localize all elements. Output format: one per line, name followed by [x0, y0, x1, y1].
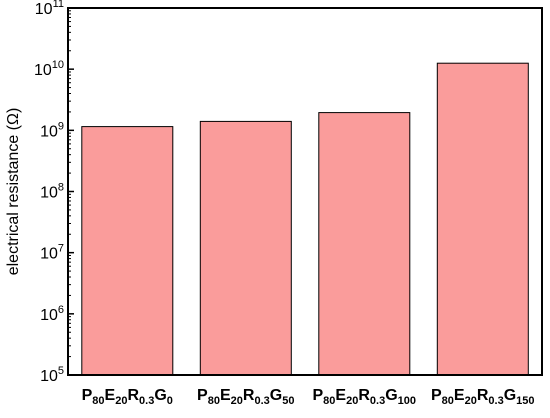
y-tick-label: 1011 [35, 0, 64, 18]
bar-1 [199, 120, 292, 376]
x-category-label: P80E20R0.3G50 [197, 387, 294, 407]
y-tick-label: 1010 [34, 59, 64, 79]
x-category-label: P80E20R0.3G150 [431, 387, 535, 407]
y-tick-label: 109 [40, 120, 64, 140]
y-tick-label: 107 [40, 243, 64, 263]
x-category-label: P80E20R0.3G100 [312, 387, 416, 407]
y-tick-label: 105 [40, 365, 64, 385]
bar-0 [81, 126, 174, 376]
y-tick-label: 106 [40, 304, 64, 324]
y-tick-label: 108 [40, 182, 64, 202]
y-axis-ticks: 105 106 107 108 109 1010 1011 [34, 0, 74, 385]
bars-group [81, 62, 529, 376]
x-category-label: P80E20R0.3G0 [82, 387, 173, 407]
x-axis-labels: P80E20R0.3G0 P80E20R0.3G50 P80E20R0.3G100 P… [82, 387, 535, 407]
y-axis-title: electrical resistance (Ω) [5, 108, 22, 276]
bar-3 [436, 62, 529, 376]
bar-2 [318, 112, 411, 376]
